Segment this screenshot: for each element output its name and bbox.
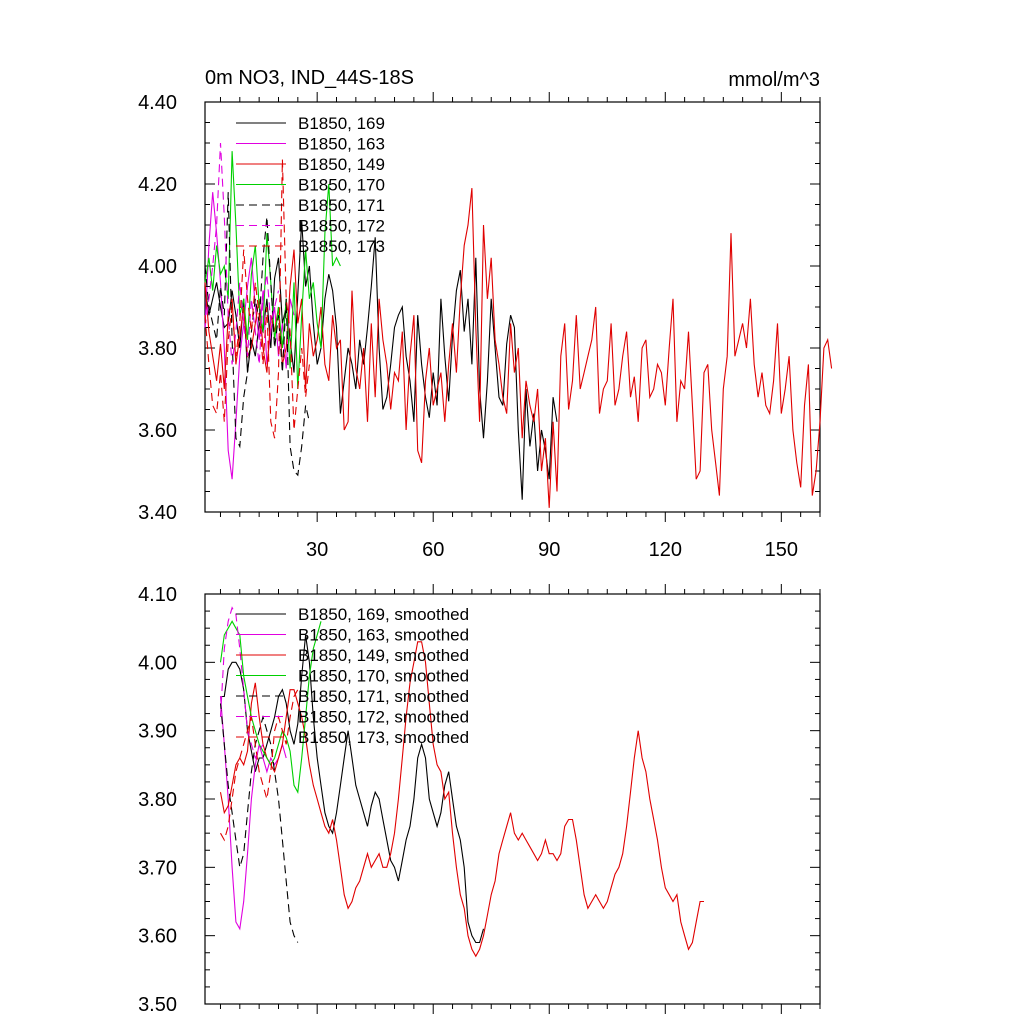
legend-label: B1850, 173	[298, 237, 385, 256]
bottom-plot: 3.50 3.60 3.70 3.80 3.90 4.00 4.10 B1850, 169, …	[138, 584, 821, 1016]
y-tick-label: 4.40	[138, 92, 177, 114]
x-tick-label: 30	[306, 539, 328, 561]
x-tick-label: 150	[765, 539, 798, 561]
x-tick-label: 60	[422, 539, 444, 561]
legend-label: B1850, 172	[298, 217, 385, 236]
y-tick-label: 4.00	[138, 256, 177, 278]
series-line	[220, 689, 299, 842]
y-tick-label: 4.10	[138, 584, 177, 606]
y-tick-label: 3.90	[138, 721, 177, 743]
y-tick-label: 3.60	[138, 926, 177, 948]
y-tick-label: 3.50	[138, 994, 177, 1016]
legend-label: B1850, 170, smoothed	[298, 667, 469, 686]
y-tick-label: 3.70	[138, 857, 177, 879]
legend-label: B1850, 172, smoothed	[298, 708, 469, 727]
series-line	[219, 606, 264, 760]
chart-title: 0m NO3, IND_44S-18S	[205, 67, 414, 89]
y-tick-label: 3.80	[138, 789, 177, 811]
y-tick-label: 4.00	[138, 652, 177, 674]
series-line	[219, 703, 299, 943]
y-tick-label: 3.80	[138, 338, 177, 360]
y-tick-label: 3.60	[138, 420, 177, 442]
series-line	[204, 220, 558, 500]
series-line	[219, 641, 704, 958]
legend-label: B1850, 163	[298, 135, 385, 154]
legend-label: B1850, 149, smoothed	[298, 646, 469, 665]
legend-label: B1850, 149	[298, 155, 385, 174]
y-tick-label: 4.20	[138, 174, 177, 196]
series-line	[204, 188, 833, 508]
x-tick-label: 90	[538, 539, 560, 561]
legend-label: B1850, 169, smoothed	[298, 605, 469, 624]
legend-label: B1850, 173, smoothed	[298, 728, 469, 747]
series-line	[204, 192, 310, 477]
series-line	[204, 159, 310, 439]
units-label: mmol/m^3	[728, 69, 820, 91]
legend-label: B1850, 171	[298, 196, 385, 215]
legend-label: B1850, 170	[298, 176, 385, 195]
series-line	[204, 142, 280, 365]
series-line	[219, 696, 287, 931]
top-plot: 30 60 90 120 150 3.40 3.60 3.80 4.00 4.20 4.40 B185…	[138, 92, 833, 561]
legend-label: B1850, 169	[298, 114, 385, 133]
y-tick-label: 3.40	[138, 502, 177, 524]
legend-label: B1850, 171, smoothed	[298, 687, 469, 706]
x-tick-label: 120	[649, 539, 682, 561]
legend-label: B1850, 163, smoothed	[298, 626, 469, 645]
